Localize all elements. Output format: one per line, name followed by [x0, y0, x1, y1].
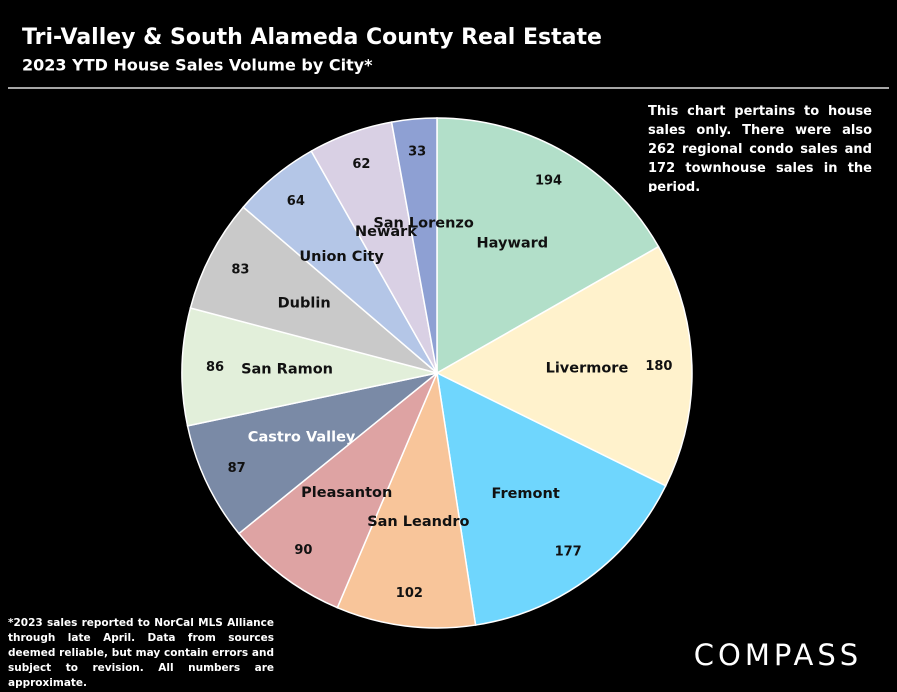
value-label: 64 [287, 194, 305, 209]
pie-slice [436, 117, 660, 375]
slice-label: Pleasanton [301, 485, 392, 501]
value-label: 194 [535, 174, 562, 189]
note: This chart pertains to house sales only.… [648, 104, 872, 192]
slice-label: Castro Valley [248, 430, 356, 446]
value-label: 102 [396, 586, 423, 601]
pie-slice [237, 372, 438, 609]
brand: COMPASS [694, 638, 862, 672]
chart-subtitle: 2023 YTD House Sales Volume by City* [22, 56, 373, 75]
pie-slice [336, 370, 477, 629]
value-label: 177 [555, 545, 582, 560]
value-label: 33 [408, 144, 426, 159]
pie-slice [435, 245, 693, 487]
slice-label: Fremont [491, 486, 559, 502]
value-label: 83 [231, 262, 249, 277]
slice-label: Hayward [477, 235, 549, 251]
slice-label: San Ramon [241, 361, 333, 377]
value-label: 62 [352, 157, 370, 172]
slice-label: San Lorenzo [373, 216, 474, 232]
pie-slice [436, 371, 667, 626]
slice-label: Union City [299, 249, 384, 265]
pie-slice [181, 307, 438, 427]
pie-slice [189, 206, 438, 374]
footnote: *2023 sales reported to NorCal MLS Allia… [8, 617, 274, 689]
note-box: This chart pertains to house sales only.… [648, 104, 872, 192]
chart-title: Tri-Valley & South Alameda County Real E… [22, 25, 602, 50]
slice-label: Dublin [278, 295, 331, 311]
value-label: 86 [206, 360, 224, 375]
pie-slice [390, 117, 438, 374]
value-label: 90 [294, 543, 312, 558]
footnote-box: *2023 sales reported to NorCal MLS Allia… [8, 617, 274, 689]
value-label: 180 [645, 359, 672, 374]
value-label: 87 [228, 461, 246, 476]
slice-label: Newark [355, 224, 417, 240]
slice-label: San Leandro [367, 514, 469, 530]
slice-label: Livermore [546, 361, 629, 377]
